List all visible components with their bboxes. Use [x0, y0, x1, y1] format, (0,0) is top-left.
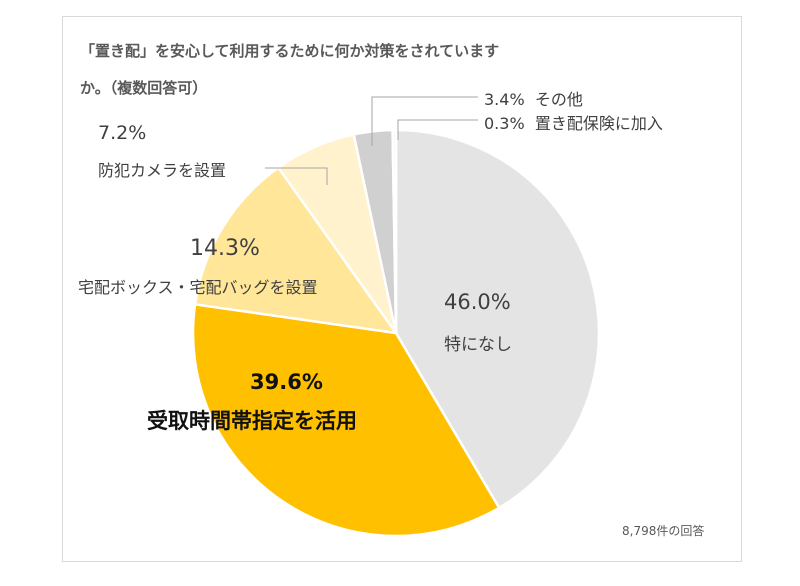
- category-label-camera: 防犯カメラを設置: [98, 161, 227, 180]
- chart-title-line1: 「置き配」を安心して利用するために何か対策をされています: [80, 42, 500, 60]
- data-label-insurance: 0.3% 置き配保険に加入: [484, 114, 663, 133]
- pie-slice-0: [394, 128, 601, 510]
- value-label-camera: 7.2%: [98, 122, 147, 144]
- leader-line-insurance: [397, 119, 478, 140]
- data-label-other: 3.4% その他: [484, 90, 583, 109]
- leader-line-camera: [265, 167, 328, 185]
- response-count-note: 8,798件の回答: [622, 524, 705, 538]
- value-label-none: 46.0%: [444, 290, 511, 314]
- value-label-box: 14.3%: [190, 236, 260, 261]
- category-label-none: 特になし: [444, 335, 512, 355]
- value-label-timeslot: 39.6%: [250, 370, 323, 394]
- pie-slice-5: [391, 128, 398, 334]
- category-label-box: 宅配ボックス・宅配バッグを設置: [78, 278, 318, 297]
- pie-slice-2: [193, 165, 399, 335]
- category-label-timeslot: 受取時間帯指定を活用: [147, 409, 357, 433]
- chart-title-line2: か。（複数回答可）: [80, 79, 208, 97]
- pie-slice-1: [191, 302, 501, 538]
- leader-line-other: [371, 96, 478, 146]
